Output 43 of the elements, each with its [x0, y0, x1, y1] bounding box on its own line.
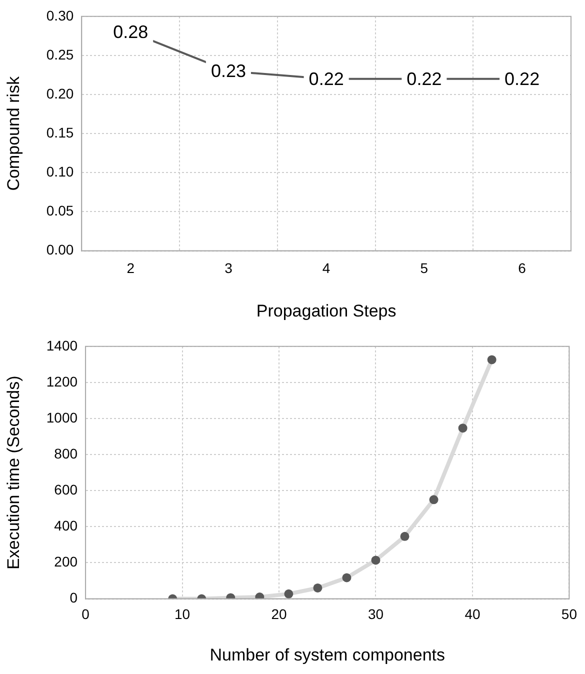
x-tick-label: 40 [464, 606, 480, 622]
y-axis-title: Execution time (Seconds) [4, 376, 23, 570]
point [313, 583, 322, 592]
x-tick-label: 4 [322, 260, 330, 276]
y-tick-label: 0.20 [46, 85, 74, 102]
x-tick-label: 3 [224, 260, 233, 276]
y-tick-label: 1200 [46, 373, 78, 390]
x-tick-label: 50 [561, 606, 578, 622]
y-axis-title: Compound risk [4, 76, 23, 191]
point [342, 573, 352, 582]
y-tick-label: 1400 [46, 337, 78, 354]
x-tick-label: 0 [82, 606, 90, 622]
point [400, 532, 410, 541]
data-label: 0.22 [308, 68, 344, 89]
data-label: 0.23 [210, 61, 246, 82]
y-tick-label: 400 [54, 518, 78, 534]
y-tick-label: 600 [54, 481, 78, 498]
y-tick-label: 1000 [46, 409, 78, 426]
x-tick-label: 20 [271, 606, 288, 622]
y-tick-label: 0.05 [46, 202, 74, 219]
point [458, 424, 468, 433]
point [487, 355, 496, 364]
x-tick-label: 6 [518, 260, 526, 276]
x-axis-title: Propagation Steps [256, 301, 396, 320]
point [429, 495, 438, 504]
x-tick-label: 10 [174, 606, 190, 622]
x-tick-label: 2 [126, 260, 135, 276]
x-axis-title: Number of system components [210, 645, 446, 664]
x-tick-label: 5 [420, 260, 428, 276]
x-tick-label: 30 [368, 606, 384, 622]
y-tick-label: 0.15 [46, 124, 74, 140]
y-tick-label: 0.25 [46, 46, 74, 62]
y-tick-label: 0.10 [46, 164, 74, 180]
data-label: 0.22 [504, 68, 540, 89]
point [371, 556, 380, 565]
y-tick-label: 200 [54, 554, 78, 570]
y-tick-label: 800 [54, 445, 78, 462]
y-tick-label: 0.30 [46, 7, 74, 24]
data-label: 0.28 [113, 22, 148, 42]
data-label: 0.22 [406, 68, 442, 89]
point [284, 589, 294, 598]
y-tick-label: 0.00 [46, 242, 74, 258]
y-tick-label: 0 [70, 590, 78, 606]
